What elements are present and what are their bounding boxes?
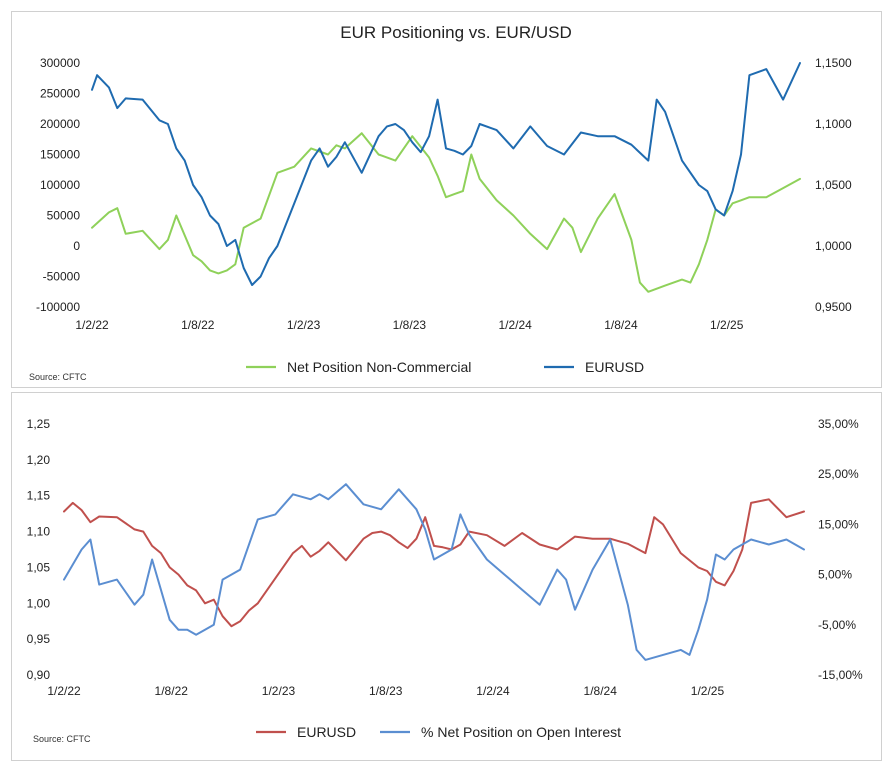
- top-panel-frame: [11, 11, 882, 388]
- top-y-left-tick-label: 50000: [47, 209, 81, 223]
- top-y-right-tick-label: 1,1500: [815, 56, 852, 70]
- bottom-x-tick-label: 1/2/24: [476, 684, 510, 698]
- bottom-y-left-tick-label: 1,20: [27, 453, 51, 467]
- top-legend-label-1: Net Position Non-Commercial: [287, 359, 471, 375]
- bottom-x-tick-label: 1/2/22: [47, 684, 81, 698]
- top-y-left-tick-label: 300000: [40, 56, 80, 70]
- top-x-tick-label: 1/2/24: [498, 318, 532, 332]
- bottom-y-right-tick-label: 25,00%: [818, 467, 859, 481]
- top-y-left-tick-label: 100000: [40, 178, 80, 192]
- top-series-line-2: [91, 62, 801, 286]
- top-series-line-1: [91, 132, 801, 293]
- bottom-source-note: Source: CFTC: [33, 734, 91, 744]
- bottom-y-right-tick-label: 35,00%: [818, 417, 859, 431]
- bottom-x-tick-label: 1/2/23: [262, 684, 296, 698]
- bottom-y-left-tick-label: 1,10: [27, 525, 51, 539]
- bottom-y-right-tick-label: 15,00%: [818, 517, 859, 531]
- bottom-y-left-tick-label: 1,15: [27, 489, 51, 503]
- top-y-left-tick-label: 200000: [40, 117, 80, 131]
- top-y-left-tick-label: 250000: [40, 87, 80, 101]
- bottom-x-tick-label: 1/2/25: [691, 684, 725, 698]
- top-x-tick-label: 1/8/22: [181, 318, 215, 332]
- top-x-tick-label: 1/2/22: [75, 318, 109, 332]
- bottom-y-left-tick-label: 0,90: [27, 668, 51, 682]
- top-y-right-tick-label: 1,0000: [815, 239, 852, 253]
- top-x-tick-label: 1/8/23: [393, 318, 427, 332]
- top-y-left-tick-label: 0: [73, 239, 80, 253]
- bottom-x-tick-label: 1/8/24: [584, 684, 618, 698]
- top-chart-title: EUR Positioning vs. EUR/USD: [340, 23, 571, 42]
- bottom-x-tick-label: 1/8/23: [369, 684, 403, 698]
- bottom-y-left-tick-label: 1,05: [27, 560, 51, 574]
- bottom-legend-label-1: EURUSD: [297, 724, 356, 740]
- bottom-y-right-tick-label: -5,00%: [818, 618, 856, 632]
- top-y-left-tick-label: -50000: [43, 270, 81, 284]
- bottom-y-left-tick-label: 1,25: [27, 417, 51, 431]
- top-legend-label-2: EURUSD: [585, 359, 644, 375]
- bottom-legend-label-2: % Net Position on Open Interest: [421, 724, 621, 740]
- top-y-right-tick-label: 0,9500: [815, 300, 852, 314]
- bottom-y-right-tick-label: 5,00%: [818, 568, 852, 582]
- top-y-right-tick-label: 1,0500: [815, 178, 852, 192]
- top-x-tick-label: 1/2/23: [287, 318, 321, 332]
- top-x-tick-label: 1/8/24: [604, 318, 638, 332]
- bottom-y-left-tick-label: 0,95: [27, 632, 51, 646]
- bottom-y-left-tick-label: 1,00: [27, 596, 51, 610]
- top-y-left-tick-label: 150000: [40, 148, 80, 162]
- bottom-series-line-2: [63, 483, 805, 661]
- bottom-y-right-tick-label: -15,00%: [818, 668, 863, 682]
- bottom-series-line-1: [63, 498, 805, 628]
- top-source-note: Source: CFTC: [29, 372, 87, 382]
- top-x-tick-label: 1/2/25: [710, 318, 744, 332]
- top-y-right-tick-label: 1,1000: [815, 117, 852, 131]
- bottom-x-tick-label: 1/8/22: [155, 684, 189, 698]
- top-y-left-tick-label: -100000: [36, 300, 80, 314]
